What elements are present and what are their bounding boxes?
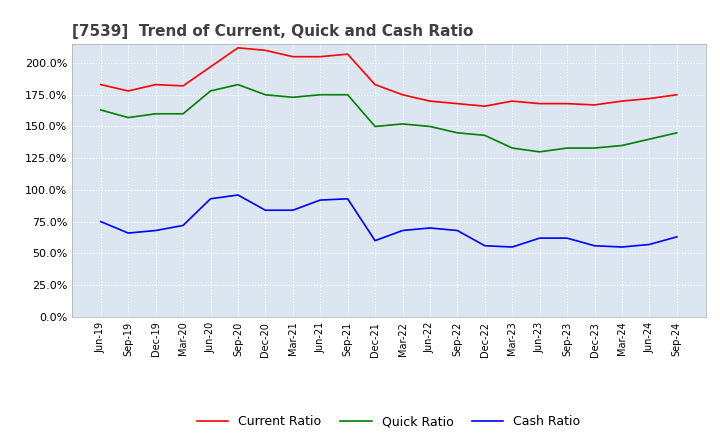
Current Ratio <box>179 83 187 88</box>
Quick Ratio <box>316 92 325 97</box>
Quick Ratio <box>480 133 489 138</box>
Cash Ratio <box>590 243 599 249</box>
Quick Ratio <box>590 145 599 150</box>
Quick Ratio <box>124 115 132 120</box>
Current Ratio <box>316 54 325 59</box>
Cash Ratio <box>151 228 160 233</box>
Quick Ratio <box>672 130 681 136</box>
Cash Ratio <box>233 192 242 198</box>
Current Ratio <box>343 51 352 57</box>
Cash Ratio <box>645 242 654 247</box>
Quick Ratio <box>261 92 270 97</box>
Quick Ratio <box>536 149 544 154</box>
Current Ratio <box>398 92 407 97</box>
Cash Ratio <box>206 196 215 202</box>
Quick Ratio <box>618 143 626 148</box>
Cash Ratio <box>96 219 105 224</box>
Cash Ratio <box>289 208 297 213</box>
Quick Ratio <box>96 107 105 113</box>
Cash Ratio <box>398 228 407 233</box>
Cash Ratio <box>261 208 270 213</box>
Quick Ratio <box>179 111 187 117</box>
Current Ratio <box>563 101 572 106</box>
Cash Ratio <box>480 243 489 249</box>
Current Ratio <box>151 82 160 87</box>
Cash Ratio <box>563 235 572 241</box>
Cash Ratio <box>371 238 379 243</box>
Quick Ratio <box>343 92 352 97</box>
Current Ratio <box>426 99 434 104</box>
Quick Ratio <box>426 124 434 129</box>
Current Ratio <box>96 82 105 87</box>
Current Ratio <box>480 103 489 109</box>
Current Ratio <box>536 101 544 106</box>
Line: Current Ratio: Current Ratio <box>101 48 677 106</box>
Current Ratio <box>124 88 132 94</box>
Quick Ratio <box>206 88 215 94</box>
Quick Ratio <box>508 145 516 150</box>
Current Ratio <box>371 82 379 87</box>
Line: Quick Ratio: Quick Ratio <box>101 84 677 152</box>
Current Ratio <box>672 92 681 97</box>
Quick Ratio <box>563 145 572 150</box>
Quick Ratio <box>398 121 407 127</box>
Quick Ratio <box>289 95 297 100</box>
Text: [7539]  Trend of Current, Quick and Cash Ratio: [7539] Trend of Current, Quick and Cash … <box>72 24 473 39</box>
Cash Ratio <box>316 198 325 203</box>
Quick Ratio <box>233 82 242 87</box>
Cash Ratio <box>508 244 516 249</box>
Cash Ratio <box>618 244 626 249</box>
Cash Ratio <box>453 228 462 233</box>
Line: Cash Ratio: Cash Ratio <box>101 195 677 247</box>
Quick Ratio <box>151 111 160 117</box>
Current Ratio <box>508 99 516 104</box>
Current Ratio <box>289 54 297 59</box>
Current Ratio <box>645 96 654 101</box>
Cash Ratio <box>343 196 352 202</box>
Cash Ratio <box>536 235 544 241</box>
Quick Ratio <box>645 136 654 142</box>
Current Ratio <box>206 64 215 70</box>
Quick Ratio <box>371 124 379 129</box>
Current Ratio <box>233 45 242 51</box>
Legend: Current Ratio, Quick Ratio, Cash Ratio: Current Ratio, Quick Ratio, Cash Ratio <box>192 411 585 433</box>
Cash Ratio <box>124 231 132 236</box>
Cash Ratio <box>672 234 681 239</box>
Current Ratio <box>453 101 462 106</box>
Current Ratio <box>618 99 626 104</box>
Cash Ratio <box>426 225 434 231</box>
Current Ratio <box>261 48 270 53</box>
Cash Ratio <box>179 223 187 228</box>
Quick Ratio <box>453 130 462 136</box>
Current Ratio <box>590 102 599 107</box>
